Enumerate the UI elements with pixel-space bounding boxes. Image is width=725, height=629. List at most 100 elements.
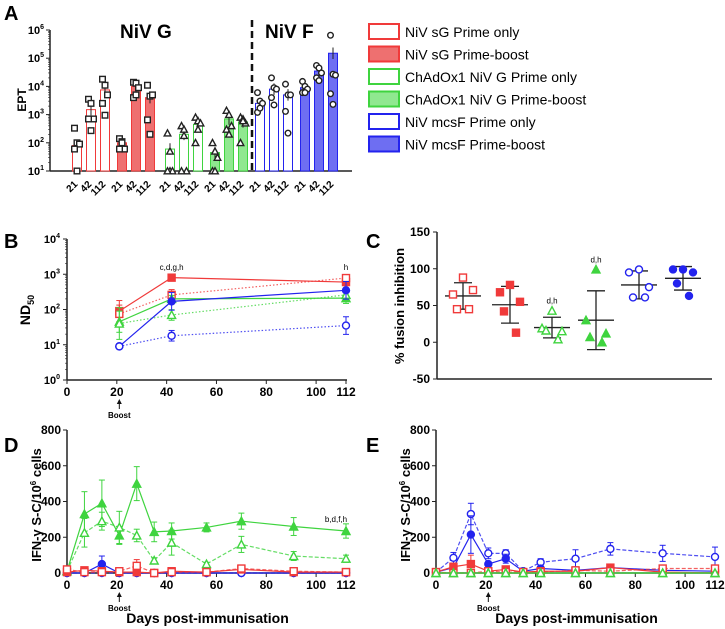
c-data-point	[634, 265, 644, 274]
c-data-point	[688, 268, 698, 277]
a-data-point	[329, 100, 337, 108]
panel-label-A: A	[4, 3, 18, 25]
panel-label-C: C	[366, 231, 380, 253]
a-xtick-label: 112	[272, 179, 291, 198]
a-data-point	[163, 166, 172, 175]
e-data-point	[483, 567, 494, 578]
e-data-point	[606, 544, 615, 554]
e-data-point	[571, 554, 580, 563]
a-data-point	[163, 128, 172, 137]
d-ytick-label: 200	[41, 530, 61, 544]
a-data-point	[179, 130, 189, 140]
b-xtick-label: 100	[306, 385, 326, 399]
a-group-title-f: NiV F	[265, 22, 314, 43]
a-data-point	[210, 166, 220, 175]
b-ylabel: ND50	[17, 295, 36, 325]
b-series-line	[119, 324, 347, 347]
c-annotation: d,h	[590, 255, 601, 264]
d-data-point	[97, 567, 107, 577]
a-group-title-g: NiV G	[120, 22, 172, 43]
b-annotation: h	[344, 263, 348, 272]
e-xtick-label: 100	[675, 578, 695, 592]
a-data-point	[148, 91, 156, 99]
a-data-point	[332, 71, 340, 79]
e-boost-arrowhead-icon	[485, 592, 491, 597]
b-data-point	[341, 321, 351, 330]
d-annotation: b,d,f,h	[325, 515, 347, 524]
e-xtick-label: 112	[705, 578, 725, 592]
b-data-point	[167, 273, 176, 282]
a-xtick-label: 112	[317, 179, 336, 198]
d-xtick-label: 40	[160, 578, 174, 592]
d-data-point	[340, 553, 352, 563]
a-data-point	[236, 138, 245, 147]
e-data-point	[500, 567, 511, 578]
superscript: 5	[40, 52, 44, 59]
a-data-point	[282, 107, 290, 115]
d-data-point	[166, 537, 177, 547]
d-data-point	[80, 567, 89, 577]
c-ytick-label: 0	[423, 335, 430, 349]
a-data-point	[268, 94, 276, 102]
d-data-point	[149, 568, 159, 578]
e-data-point	[466, 559, 476, 569]
b-data-point	[115, 342, 124, 351]
d-data-point	[97, 559, 107, 569]
d-data-point	[201, 521, 212, 532]
superscript: 4	[40, 80, 44, 87]
e-data-point	[710, 552, 720, 562]
e-ytick-label: 200	[410, 530, 430, 544]
e-xtick-label: 40	[529, 578, 543, 592]
d-data-point	[149, 554, 160, 565]
legend-swatch	[368, 68, 400, 85]
c-data-point	[452, 304, 462, 314]
d-data-point	[237, 564, 246, 573]
d-data-point	[167, 567, 176, 577]
d-boost-arrowhead-icon	[116, 592, 122, 597]
d-data-point	[202, 567, 211, 577]
e-data-point	[535, 567, 546, 578]
panel-label-E: E	[366, 435, 379, 457]
b-ytick-label: 101	[44, 339, 60, 352]
legend-label: NiV mcsF Prime-boost	[405, 137, 545, 153]
b-series-line	[119, 277, 347, 315]
a-data-point	[143, 81, 151, 89]
e-xtick-label: 0	[433, 578, 440, 592]
a-ytick-label: 105	[28, 52, 44, 65]
b-annotation: c,d,g,h	[160, 263, 184, 272]
c-ytick-label: -50	[413, 372, 431, 386]
d-data-point	[79, 527, 90, 537]
c-data-point	[556, 325, 568, 336]
a-data-point	[287, 91, 295, 99]
c-data-point	[499, 307, 509, 316]
d-data-point	[288, 550, 299, 561]
a-data-point	[75, 140, 83, 148]
c-ytick-label: 150	[410, 225, 430, 239]
d-data-point	[201, 558, 212, 569]
b-data-point	[167, 297, 176, 306]
d-xlabel: Days post-immunisation	[126, 610, 289, 626]
b-xtick-label: 60	[210, 385, 224, 399]
ylabel-end: cells	[29, 448, 44, 481]
a-data-point	[101, 111, 109, 119]
e-data-point	[501, 554, 510, 563]
c-data-point	[464, 304, 474, 314]
a-data-point	[143, 116, 151, 124]
a-data-point	[224, 129, 234, 138]
superscript: 6	[29, 480, 38, 485]
a-data-point	[70, 145, 78, 153]
e-ylabel: IFN-γ S-C/106 cells	[398, 448, 413, 562]
a-data-point	[70, 124, 78, 132]
d-data-point	[340, 525, 352, 536]
c-data-point	[540, 325, 552, 335]
e-data-point	[448, 567, 459, 578]
a-data-point	[98, 99, 106, 107]
e-xtick-label: 80	[629, 578, 643, 592]
c-ylabel: % fusion inhibition	[392, 248, 407, 364]
d-data-point	[96, 497, 108, 508]
e-data-point	[430, 567, 442, 578]
d-series-line	[66, 565, 347, 574]
a-data-point	[179, 124, 189, 133]
a-data-point	[222, 124, 231, 133]
